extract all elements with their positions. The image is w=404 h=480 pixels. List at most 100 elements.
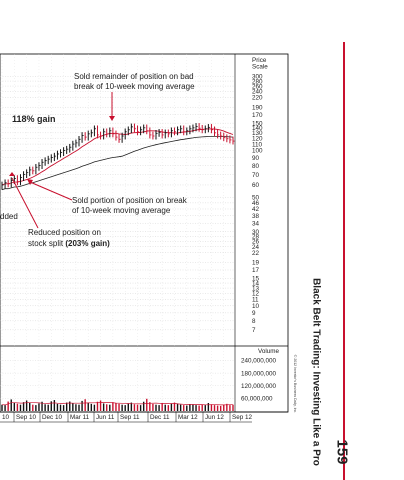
price-tick-label: 170 (252, 112, 263, 119)
volume-bar (124, 405, 126, 411)
volume-bar (1, 404, 3, 411)
price-tick-label: 13 (252, 285, 260, 292)
price-tick-label: 110 (252, 141, 263, 148)
volume-bar (133, 404, 136, 411)
volume-bar (216, 405, 219, 411)
volume-bar (65, 402, 68, 411)
date-tick-label: 10 (2, 414, 10, 421)
date-tick-label: Jun 12 (205, 414, 224, 421)
volume-bar (69, 401, 71, 411)
price-tick-label: 15 (252, 276, 260, 283)
price-tick-label: 11 (252, 297, 259, 304)
volume-bar (139, 405, 142, 411)
volume-bar (142, 401, 145, 411)
annotations: 118% gain Sold remainder of position on … (0, 72, 195, 248)
volume-bar (106, 404, 108, 411)
volume-bar (112, 402, 114, 411)
arrow-sold-portion (29, 181, 73, 201)
price-tick-label: 120 (252, 135, 263, 142)
volume-tick-label: 120,000,000 (241, 383, 277, 390)
volume-bar (232, 404, 234, 411)
volume-bar (198, 405, 200, 411)
price-tick-label: 10 (252, 303, 260, 310)
volume-bar (62, 405, 65, 411)
volume-bar (155, 404, 157, 411)
volume-bar (22, 402, 25, 411)
volume-tick-label: 180,000,000 (241, 370, 277, 377)
volume-tick-label: 60,000,000 (241, 396, 273, 403)
volume-bar (16, 403, 19, 411)
price-tick-label: 7 (252, 327, 256, 334)
volume-bar (186, 405, 188, 411)
volume-bar (207, 403, 210, 411)
price-tick-label: 12 (252, 291, 260, 298)
price-tick-label: 300 (252, 74, 263, 81)
volume-bar (161, 403, 163, 411)
spine-red-rule (343, 42, 345, 480)
price-tick-label: 70 (252, 172, 260, 179)
volume-bar (170, 403, 173, 411)
volume-bar (72, 403, 74, 411)
chart-border (0, 53, 289, 413)
volume-bars (1, 398, 234, 411)
volume-bar (50, 401, 52, 411)
volume-bar (223, 404, 225, 411)
volume-bar (35, 405, 37, 411)
price-tick-label: 46 (252, 200, 260, 207)
running-head-title: Black Belt Trading: Investing Like a Pro (310, 278, 322, 466)
volume-bar (127, 403, 129, 411)
copyright-notice: © 2012 Investor's Business Daily, Inc. (293, 354, 297, 414)
price-tick-label: 80 (252, 163, 260, 170)
price-tick-label: 9 (252, 310, 256, 317)
volume-bar (189, 404, 191, 411)
volume-bar (118, 403, 120, 411)
price-tick-label: 60 (252, 182, 260, 189)
price-tick-label: 240 (252, 89, 263, 96)
volume-bar (167, 405, 170, 411)
arrow-reduced (11, 177, 39, 229)
volume-bar (10, 399, 12, 411)
volume-bar (115, 403, 117, 411)
price-tick-label: 38 (252, 213, 260, 220)
price-tick-label: 30 (252, 229, 260, 236)
price-tick-label: 280 (252, 78, 263, 85)
volume-bar (56, 403, 59, 411)
volume-bar (90, 403, 93, 411)
volume-bar (44, 404, 46, 411)
volume-bar (84, 399, 86, 411)
annotation-added: dded (0, 212, 18, 221)
volume-bar (59, 404, 62, 411)
price-tick-label: 220 (252, 95, 263, 102)
date-tick-label: Dec 10 (42, 414, 62, 421)
price-tick-label: 34 (252, 220, 260, 227)
price-tick-label: 19 (252, 260, 260, 267)
volume-bar (102, 403, 105, 411)
volume-bar (121, 404, 123, 411)
volume-bar (32, 404, 34, 411)
price-bars (1, 123, 235, 190)
price-tick-label: 190 (252, 104, 263, 111)
volume-bar (41, 401, 43, 411)
annotation-sold-portion-2: of 10-week moving average (72, 206, 171, 215)
volume-tick-label: 240,000,000 (241, 358, 277, 365)
volume-bar (152, 403, 154, 411)
volume-bar (213, 405, 216, 411)
ma-10-week-line (1, 128, 234, 186)
volume-bar (229, 405, 231, 411)
volume-bar (53, 400, 56, 411)
price-axis-title-2: Scale (252, 64, 268, 71)
volume-bar (226, 403, 228, 411)
price-tick-label: 8 (252, 318, 256, 325)
volume-bar (78, 404, 80, 411)
volume-bar (210, 404, 213, 411)
volume-bar (29, 403, 31, 411)
date-tick-label: Dec 11 (150, 414, 170, 421)
volume-bar (183, 405, 185, 411)
annotation-gain: 118% gain (12, 114, 56, 124)
chart-frame (0, 53, 289, 423)
price-axis-title-1: Price (252, 57, 267, 64)
price-tick-label: 90 (252, 155, 260, 162)
price-tick-label: 140 (252, 125, 263, 132)
